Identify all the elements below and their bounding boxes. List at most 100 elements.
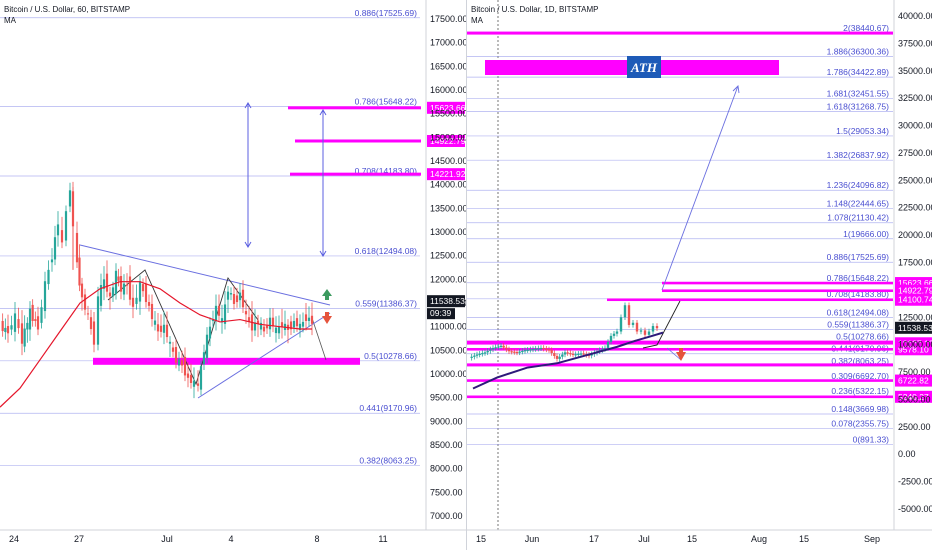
time-axis: 15 Jun 17 Jul 15 Aug 15 Sep xyxy=(467,529,932,544)
price-tick-label: 17500.00 xyxy=(430,14,466,24)
price-tick-label: 14000.00 xyxy=(430,180,466,190)
candle-body xyxy=(226,291,230,300)
candle-body xyxy=(473,355,476,357)
fib-level-label: 0.708(14183.80) xyxy=(827,289,890,299)
arrow-head-up xyxy=(319,109,327,116)
fib-level-label: 0.309(6692.70) xyxy=(831,371,889,381)
zone-line xyxy=(607,298,893,302)
price-tag-label: 14922.79 xyxy=(898,286,932,296)
candle-body xyxy=(561,354,564,357)
candle-body xyxy=(4,327,7,333)
signal-markers xyxy=(676,348,686,361)
candle-body xyxy=(217,305,221,316)
price-tick-label: 10500.00 xyxy=(430,345,466,355)
candle-body xyxy=(162,324,166,333)
candle-body xyxy=(117,276,120,281)
price-tick-label: 5000.00 xyxy=(898,394,931,404)
candle-body xyxy=(235,295,239,303)
candle-body xyxy=(475,354,479,356)
candle-body xyxy=(211,320,215,322)
ma-indicator-label[interactable]: MA xyxy=(4,16,16,25)
candle-body xyxy=(582,353,585,355)
fib-level-label: 0.5(10278.66) xyxy=(364,351,417,361)
candle-body xyxy=(635,322,639,332)
countdown-label: 09:39 xyxy=(430,308,452,318)
fib-level-label: 0.886(17525.69) xyxy=(355,8,418,18)
current-price-label: 11538.53 xyxy=(430,296,465,306)
candle-body xyxy=(295,318,299,327)
time-tick-label: 27 xyxy=(74,534,84,544)
candle-body xyxy=(50,259,54,263)
candle-body xyxy=(558,356,561,359)
candle-body xyxy=(17,319,20,329)
candle-body xyxy=(165,324,169,338)
candle-body xyxy=(526,349,529,351)
fib-level-label: 2(38440.67) xyxy=(843,23,889,33)
price-tick-label: 14500.00 xyxy=(430,156,466,166)
candle-body xyxy=(86,313,90,315)
price-tick-label: 0.00 xyxy=(898,449,916,459)
candle-body xyxy=(606,341,610,348)
price-tag-label: 15623.66 xyxy=(430,103,466,113)
candle-body xyxy=(521,350,524,353)
candle-body xyxy=(515,351,519,354)
candle-body xyxy=(111,287,115,297)
candle-body xyxy=(292,320,296,328)
candle-body xyxy=(518,351,521,353)
price-tag-label: 14922.79 xyxy=(430,136,466,146)
candle-body xyxy=(555,355,559,359)
symbol-title[interactable]: Bitcoin / U.S. Dollar, 1D, BITSTAMP xyxy=(471,5,599,14)
candle-body xyxy=(491,347,495,350)
symbol-title[interactable]: Bitcoin / U.S. Dollar, 60, BITSTAMP xyxy=(4,5,131,14)
fib-level-label: 1.618(31268.75) xyxy=(827,102,890,112)
candle-body xyxy=(486,350,489,353)
candle-body xyxy=(265,325,269,329)
ath-label-bg xyxy=(627,56,661,78)
fib-level-label: 0.708(14183.80) xyxy=(355,166,418,176)
price-tick-label: 20000.00 xyxy=(898,230,932,240)
down-arrow-icon xyxy=(322,312,332,324)
candle-body xyxy=(96,296,100,345)
candle-body xyxy=(36,316,40,330)
daily-chart-canvas[interactable]: 2(38440.67) 1.886(36300.36) 1.786(34422.89… xyxy=(467,0,932,550)
moving-average-line xyxy=(0,281,312,408)
candle-body xyxy=(232,294,236,304)
chart-pane-hourly[interactable]: 0.886(17525.69) 0.786(15648.22) 0.708(1418… xyxy=(0,0,466,550)
candle-body xyxy=(513,351,516,353)
chart-pane-daily[interactable]: 2(38440.67) 1.886(36300.36) 1.786(34422.89… xyxy=(466,0,932,550)
price-tick-label: 17000.00 xyxy=(430,38,466,48)
candle-body xyxy=(43,281,47,312)
signal-markers xyxy=(322,289,332,324)
fib-level-label: 0.618(12494.08) xyxy=(355,246,418,256)
fib-level-label: 1.148(22444.65) xyxy=(827,198,890,208)
price-tick-label: 35000.00 xyxy=(898,66,932,76)
price-tag-bg xyxy=(427,134,465,147)
candle-body xyxy=(569,353,572,355)
candles xyxy=(1,181,314,399)
price-tag-bg xyxy=(895,374,932,387)
candle-body xyxy=(534,348,537,350)
candle-body xyxy=(128,276,132,300)
candles xyxy=(470,302,659,362)
fib-level-label: 0.236(5322.15) xyxy=(831,386,889,396)
zone-line xyxy=(662,289,893,293)
fib-level-label: 1.786(34422.89) xyxy=(827,67,890,77)
fib-level-label: 0.618(12494.08) xyxy=(827,307,890,317)
candle-body xyxy=(141,284,145,292)
hourly-chart-canvas[interactable]: 0.886(17525.69) 0.786(15648.22) 0.708(1418… xyxy=(0,0,466,550)
candle-body xyxy=(271,317,275,327)
price-tag-bg xyxy=(895,284,932,297)
candle-body xyxy=(180,360,184,366)
current-price-tag-bg xyxy=(895,321,932,334)
fib-level-label: 1.5(29053.34) xyxy=(836,126,889,136)
candle-body xyxy=(214,305,218,321)
ma-indicator-label[interactable]: MA xyxy=(471,16,483,25)
time-tick-label: 15 xyxy=(799,534,809,544)
projection-arrows xyxy=(642,85,740,361)
candle-body xyxy=(99,285,103,306)
chart-header: Bitcoin / U.S. Dollar, 60, BITSTAMP MA xyxy=(4,4,130,26)
support-band xyxy=(467,363,893,367)
candle-body xyxy=(310,315,314,324)
candle-body xyxy=(470,356,473,358)
candle-body xyxy=(56,224,60,236)
